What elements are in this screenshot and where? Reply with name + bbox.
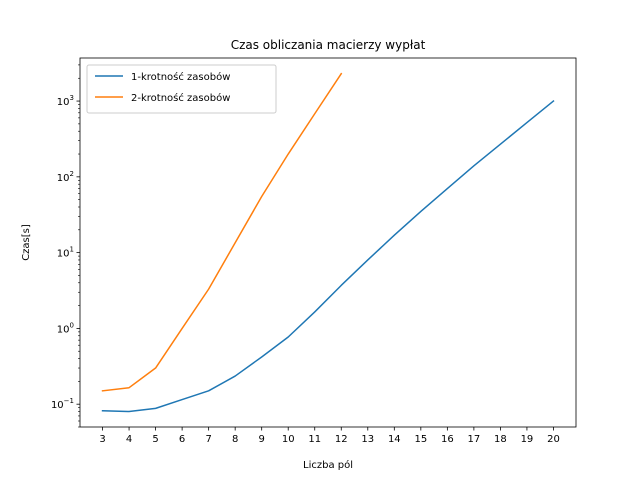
x-tick-label: 7	[205, 434, 211, 445]
series-layer	[101, 72, 555, 413]
x-tick-label: 20	[547, 434, 560, 445]
x-tick-label: 9	[259, 434, 265, 445]
chart-title: Czas obliczania macierzy wypłat	[231, 38, 426, 52]
legend-box	[86, 64, 277, 114]
y-axis-label: Czas[s]	[21, 224, 32, 261]
x-tick-label: 13	[361, 434, 374, 445]
x-tick-label: 18	[494, 434, 507, 445]
x-tick-label: 10	[282, 434, 295, 445]
x-axis: 3 4 5 6 7 8 9 10 11 12 13 14 15 16 17 18 19 20	[99, 427, 560, 445]
y-tick-label: 103	[57, 94, 74, 108]
x-tick-label: 4	[126, 434, 132, 445]
x-tick-label: 8	[232, 434, 238, 445]
x-tick-label: 16	[441, 434, 454, 445]
plot-frame	[79, 57, 577, 428]
x-tick-label: 5	[152, 434, 158, 445]
x-tick-label: 11	[308, 434, 321, 445]
y-tick-label: 101	[57, 246, 74, 260]
legend-label-1-krotnosc: 1-krotność zasobów	[131, 71, 230, 83]
x-tick-label: 17	[468, 434, 481, 445]
x-tick-label: 12	[335, 434, 348, 445]
series-line-1	[101, 100, 555, 413]
y-axis: 10−1 100 101 102 103	[51, 64, 80, 428]
plot-area	[79, 57, 577, 428]
x-tick-label: 14	[388, 434, 401, 445]
x-tick-label: 19	[521, 434, 534, 445]
y-tick-label: 100	[57, 321, 74, 335]
x-tick-label: 3	[99, 434, 105, 445]
series-line-2	[101, 72, 343, 392]
x-axis-label: Liczba pól	[303, 459, 353, 471]
legend-label-2-krotnosc: 2-krotność zasobów	[131, 92, 230, 104]
y-tick-label: 10−1	[51, 397, 74, 411]
x-tick-label: 15	[414, 434, 427, 445]
legend: 1-krotność zasobów 2-krotność zasobów	[86, 64, 277, 114]
x-tick-label: 6	[179, 434, 185, 445]
y-tick-label: 102	[57, 170, 74, 184]
